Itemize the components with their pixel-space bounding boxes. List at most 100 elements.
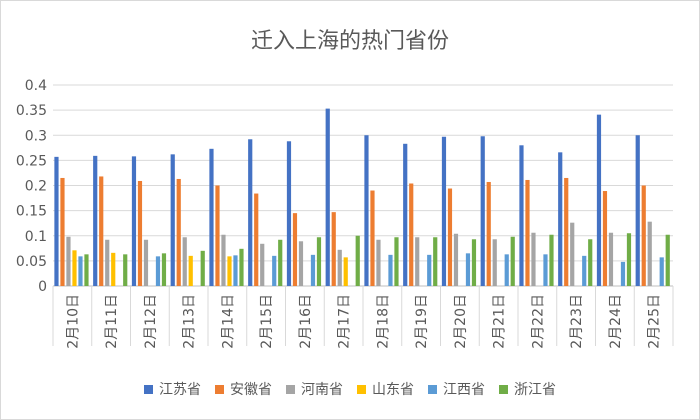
bar xyxy=(558,152,563,286)
y-tick-label: 0.35 xyxy=(16,103,47,119)
bar xyxy=(355,235,360,286)
legend-label: 安徽省 xyxy=(230,382,272,398)
bar xyxy=(155,256,161,286)
bar xyxy=(364,135,369,286)
bar xyxy=(519,145,524,286)
bar xyxy=(641,185,646,286)
bar xyxy=(343,257,348,286)
bar xyxy=(665,234,670,286)
legend-item: 安徽省 xyxy=(215,379,272,399)
bar xyxy=(93,155,98,286)
bar xyxy=(105,239,110,286)
bar xyxy=(465,253,471,286)
bar xyxy=(188,255,193,286)
bar xyxy=(394,237,399,286)
x-tick-label: 2月25日 xyxy=(647,294,663,349)
legend-swatch xyxy=(499,384,508,394)
x-tick-label: 2月22日 xyxy=(530,294,546,349)
y-tick-label: 0.15 xyxy=(16,204,47,220)
bar xyxy=(137,180,143,286)
bar xyxy=(427,254,432,286)
legend-item: 江西省 xyxy=(428,379,485,399)
bar xyxy=(331,212,336,286)
legend-label: 浙江省 xyxy=(514,382,556,398)
legend-swatch xyxy=(215,384,224,394)
bar xyxy=(388,254,393,286)
legend-item: 河南省 xyxy=(286,379,343,399)
bar xyxy=(221,234,226,286)
bar xyxy=(570,222,575,286)
bar xyxy=(292,213,298,286)
bar xyxy=(543,254,548,286)
y-tick-label: 0.1 xyxy=(25,229,47,245)
bar xyxy=(441,136,447,286)
x-tick-label: 2月12日 xyxy=(143,294,159,349)
chart-legend: 江苏省 安徽省 河南省 山东省 江西省 浙江省 xyxy=(1,379,699,399)
legend-label: 山东省 xyxy=(372,382,414,398)
bar xyxy=(471,239,477,286)
bar xyxy=(549,234,554,286)
bar xyxy=(66,236,71,286)
legend-item: 浙江省 xyxy=(499,379,556,399)
bar xyxy=(376,239,381,286)
bar xyxy=(582,255,587,286)
x-tick-label: 2月11日 xyxy=(104,294,120,349)
bar xyxy=(123,254,128,286)
bar xyxy=(492,239,497,286)
bar xyxy=(99,176,104,286)
legend-label: 江西省 xyxy=(443,382,485,398)
bar xyxy=(227,256,232,286)
bar xyxy=(608,232,614,286)
y-tick-label: 0 xyxy=(38,279,47,295)
bar xyxy=(54,156,59,286)
bar xyxy=(143,239,149,286)
bar xyxy=(647,221,652,286)
bar xyxy=(409,183,414,286)
bar xyxy=(588,239,593,286)
x-tick-label: 2月14日 xyxy=(220,294,236,349)
bar xyxy=(72,250,77,286)
bar xyxy=(131,156,137,286)
bar xyxy=(337,249,342,286)
legend-label: 江苏省 xyxy=(159,382,201,398)
bar xyxy=(403,143,408,286)
bar xyxy=(370,190,375,286)
x-tick-label: 2月19日 xyxy=(414,294,430,349)
legend-item: 山东省 xyxy=(357,379,414,399)
bar xyxy=(602,191,608,286)
bar xyxy=(272,255,277,286)
bar xyxy=(531,232,536,286)
bar xyxy=(504,254,509,286)
bar xyxy=(182,237,187,286)
bar xyxy=(286,141,292,286)
bar xyxy=(111,252,116,286)
bar xyxy=(60,177,65,286)
bar xyxy=(596,114,602,287)
bar xyxy=(415,237,420,286)
x-tick-label: 2月16日 xyxy=(298,294,314,349)
bar xyxy=(659,257,664,286)
bar xyxy=(325,108,330,287)
y-tick-label: 0.4 xyxy=(25,78,47,94)
bar xyxy=(78,256,83,286)
bar xyxy=(254,193,259,286)
bar xyxy=(626,233,632,286)
y-tick-label: 0.3 xyxy=(25,128,47,144)
legend-swatch xyxy=(357,384,366,394)
bar xyxy=(260,243,265,286)
bar xyxy=(170,154,175,286)
bar xyxy=(161,253,167,286)
bar xyxy=(200,250,205,286)
legend-label: 河南省 xyxy=(301,382,343,398)
bar xyxy=(480,136,485,286)
x-tick-label: 2月21日 xyxy=(492,294,508,349)
y-tick-label: 0.2 xyxy=(25,179,47,195)
bar xyxy=(433,237,438,286)
x-tick-label: 2月10日 xyxy=(65,294,81,349)
bar xyxy=(620,261,626,286)
legend-swatch xyxy=(428,384,437,394)
chart-title: 迁入上海的热门省份 xyxy=(250,29,449,54)
bar xyxy=(298,241,304,286)
bar xyxy=(316,237,322,286)
